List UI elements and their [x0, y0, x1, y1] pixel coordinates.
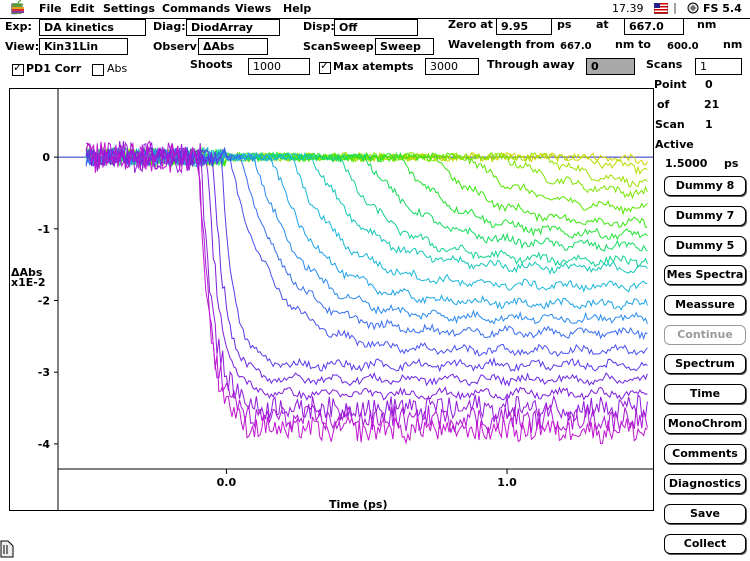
shoots-label: Shoots — [190, 58, 233, 71]
through-away-label: Through away — [487, 58, 575, 71]
app-name: FS 5.4 — [703, 2, 742, 15]
disp-field[interactable]: Off — [334, 19, 418, 36]
menu-bar:  File Edit Settings Commands Views Help… — [0, 0, 750, 19]
active-unit: ps — [724, 157, 739, 170]
save-button[interactable]: Save — [664, 504, 746, 524]
menu-commands[interactable]: Commands — [162, 2, 231, 15]
scans-input[interactable]: 1 — [695, 58, 742, 75]
comments-button[interactable]: Comments — [664, 444, 746, 464]
menu-help[interactable]: Help — [283, 2, 312, 15]
of-value: 21 — [704, 98, 720, 111]
menu-settings[interactable]: Settings — [103, 2, 155, 15]
kinetic-trace-14 — [85, 147, 648, 341]
kinetic-trace-7 — [85, 146, 648, 241]
shoots-input[interactable]: 1000 — [248, 58, 310, 75]
y-tick-label: -3 — [38, 366, 50, 379]
menu-views[interactable]: Views — [235, 2, 272, 15]
exp-field[interactable]: DA kinetics — [39, 19, 146, 36]
kinetics-plot: 0 -1 -2 -3 -4 0.0 1.0 — [9, 88, 654, 511]
view-label: View: — [5, 40, 40, 53]
monochrom-button[interactable]: MonoChrom — [664, 414, 746, 434]
abs-checkbox[interactable] — [92, 64, 104, 76]
zero-at-label: Zero at — [448, 18, 493, 31]
x-tick-label: 1.0 — [497, 476, 517, 489]
wavelength-to-unit: nm — [723, 38, 743, 51]
of-label: of — [657, 98, 670, 111]
menu-clock: 17.39 — [612, 2, 644, 15]
dummy-7-button[interactable]: Dummy 7 — [664, 206, 746, 226]
kinetic-trace-17 — [85, 147, 648, 387]
y-axis-label: ΔAbs — [11, 266, 43, 279]
active-value: 1.5000 — [665, 157, 708, 170]
diagnostics-button[interactable]: Diagnostics — [664, 474, 746, 494]
menu-file[interactable]: File — [39, 2, 62, 15]
max-atempts-checkbox[interactable]: ✓ — [319, 59, 331, 74]
abs-label: Abs — [107, 62, 128, 75]
size-box-icon[interactable] — [0, 540, 14, 558]
at-wavelength-input[interactable]: 667.0 — [624, 18, 684, 35]
at-unit: nm — [697, 18, 717, 31]
diag-label: Diag: — [153, 20, 186, 33]
wavelength-to-label: nm to — [615, 38, 651, 51]
y-tick-label: -2 — [38, 295, 50, 308]
zero-at-input[interactable]: 9.95 — [496, 18, 552, 35]
apple-logo-icon[interactable] — [11, 0, 25, 19]
kinetics-plot-svg: 0 -1 -2 -3 -4 0.0 1.0 — [38, 89, 653, 510]
wavelength-to-value: 600.0 — [667, 41, 699, 52]
scansweep-label: ScanSweep: — [303, 40, 378, 53]
pd1-corr-label: PD1 Corr — [26, 62, 82, 75]
menu-edit[interactable]: Edit — [70, 2, 95, 15]
pd1-corr-checkbox[interactable]: ✓ — [12, 61, 24, 76]
observ-label: Observ: — [153, 40, 202, 53]
check-mark-icon: ✓ — [320, 59, 330, 72]
continue-button[interactable]: Continue — [664, 325, 746, 345]
kinetic-trace-16 — [85, 147, 648, 373]
kinetic-trace-21 — [85, 141, 648, 445]
exp-label: Exp: — [5, 20, 32, 33]
observ-field[interactable]: ΔAbs — [198, 38, 268, 55]
us-flag-icon[interactable] — [653, 2, 669, 17]
y-tick-label: -4 — [38, 438, 51, 451]
disp-label: Disp: — [303, 20, 335, 33]
mes-spectra-button[interactable]: Mes Spectra — [664, 265, 746, 285]
collect-button[interactable]: Collect — [664, 534, 746, 554]
diag-field[interactable]: DiodArray — [186, 19, 280, 36]
y-tick-label: 0 — [42, 151, 50, 164]
check-mark-icon: ✓ — [13, 61, 23, 74]
spectrum-button[interactable]: Spectrum — [664, 354, 746, 374]
scan-label: Scan — [655, 118, 685, 131]
app-icon[interactable] — [687, 2, 699, 17]
view-field[interactable]: Kin31Lin — [39, 38, 128, 55]
active-label: Active — [655, 138, 694, 151]
dummy-8-button[interactable]: Dummy 8 — [664, 176, 746, 196]
zero-unit: ps — [557, 18, 572, 31]
scansweep-field[interactable]: Sweep — [375, 38, 434, 55]
y-tick-label: -1 — [38, 223, 50, 236]
point-label: Point — [654, 78, 687, 91]
through-away-input[interactable]: 0 — [586, 58, 635, 75]
kinetic-trace-13 — [85, 146, 648, 325]
max-atempts-input[interactable]: 3000 — [425, 58, 479, 75]
x-axis-label: Time (ps) — [329, 498, 388, 511]
scans-label: Scans — [646, 58, 683, 71]
x-tick-label: 0.0 — [217, 476, 237, 489]
scan-value: 1 — [705, 118, 713, 131]
at-label: at — [596, 18, 609, 31]
max-atempts-label: Max atempts — [333, 60, 414, 73]
wavelength-from-label: Wavelength from — [448, 38, 555, 51]
dummy-5-button[interactable]: Dummy 5 — [664, 236, 746, 256]
separator-bar: | — [673, 1, 678, 14]
wavelength-from-value: 667.0 — [560, 41, 592, 52]
time-button[interactable]: Time — [664, 384, 746, 404]
point-value: 0 — [705, 78, 713, 91]
meassure-button[interactable]: Meassure — [664, 295, 746, 315]
kinetic-trace-15 — [85, 146, 648, 357]
y-axis-scale-label: x1E-2 — [11, 276, 46, 289]
